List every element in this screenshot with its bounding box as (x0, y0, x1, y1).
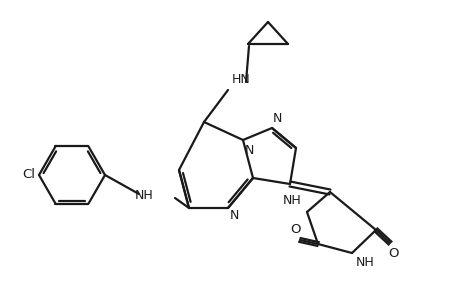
Text: NH: NH (283, 194, 301, 207)
Text: HN: HN (232, 73, 250, 86)
Text: N: N (273, 112, 282, 125)
Text: N: N (244, 144, 254, 157)
Text: NH: NH (135, 190, 154, 202)
Text: O: O (388, 247, 399, 260)
Text: O: O (290, 223, 301, 236)
Text: N: N (229, 209, 239, 222)
Text: NH: NH (355, 256, 374, 269)
Text: Cl: Cl (22, 169, 35, 181)
